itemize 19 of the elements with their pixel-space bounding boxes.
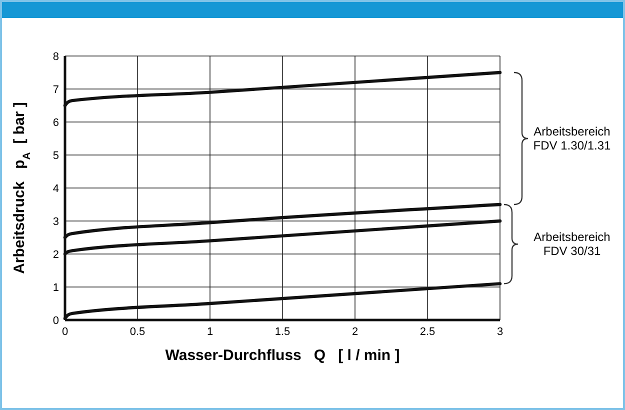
text: Arbeitsbereich FDV 30/31 [534, 230, 610, 258]
x-tick-label: 0 [62, 326, 68, 338]
y-tick-label: 1 [52, 282, 59, 294]
y-tick-label: 2 [52, 249, 59, 261]
x-tick-label: 1.5 [274, 326, 290, 338]
x-axis-title: Wasser-Durchfluss Q [ l / min ] [165, 347, 400, 364]
x-tick-label: 0.5 [130, 326, 146, 338]
y-tick-label: 8 [52, 51, 59, 63]
x-tick-label: 1 [206, 326, 214, 338]
y-tick-label: 6 [52, 117, 59, 129]
y-tick-label: 5 [52, 150, 59, 162]
x-tick-label: 2.5 [420, 326, 436, 338]
y-tick-label: 7 [52, 84, 59, 96]
x-tick-label: 3 [496, 326, 504, 338]
y-tick-label: 4 [52, 183, 59, 195]
x-tick-label: 2 [352, 326, 358, 338]
text: Arbeitsbereich FDV 1.30/1.31 [533, 124, 612, 152]
y-tick-label: 3 [52, 216, 59, 228]
y-tick-label: 0 [52, 315, 59, 327]
